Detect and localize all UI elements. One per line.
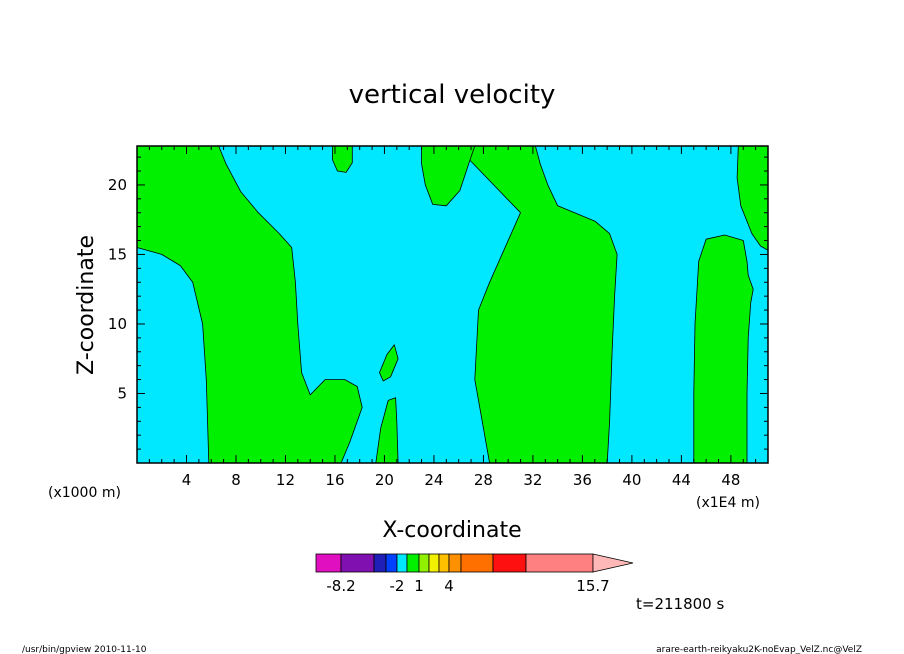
colorbar-tick-label: -8.2 xyxy=(326,577,355,595)
x-axis-label: X-coordinate xyxy=(382,518,521,543)
y-tick-label: 5 xyxy=(117,384,127,402)
y-tick-label: 15 xyxy=(108,245,127,263)
colorbar-bin xyxy=(428,553,440,573)
colorbar-bin xyxy=(373,553,387,573)
colorbar-bin xyxy=(438,553,450,573)
footer-right: arare-earth-reikyaku2K-noEvap_VelZ.nc@Ve… xyxy=(656,645,862,654)
colorbar-arrow xyxy=(592,553,634,573)
colorbar-ticks: -8.2 -2 1 4 15.7 xyxy=(326,577,609,595)
x-tick-label: 4 xyxy=(182,471,192,489)
colorbar-bin xyxy=(385,553,398,573)
y-tick-label: 10 xyxy=(108,315,127,333)
positive-region-4 xyxy=(379,344,399,382)
footer-left: /usr/bin/gpview 2010-11-10 xyxy=(22,645,147,654)
x-tick-label: 12 xyxy=(276,471,295,489)
colorbar-bin xyxy=(340,553,375,573)
x-tick-label: 44 xyxy=(672,471,691,489)
colorbar-bin xyxy=(448,553,462,573)
x-axis: 4 8 12 16 20 24 28 32 36 40 44 48 xyxy=(148,146,757,489)
positive-region-2 xyxy=(437,145,618,464)
plot-frame xyxy=(136,145,769,464)
x-unit-left: (x1000 m) xyxy=(48,485,121,501)
colorbar-bin xyxy=(406,553,420,573)
positive-region-1 xyxy=(136,145,363,464)
positive-regions xyxy=(136,145,769,464)
x-tick-label: 20 xyxy=(375,471,394,489)
x-unit-right: (x1E4 m) xyxy=(696,495,760,511)
x-tick-label: 32 xyxy=(523,471,542,489)
x-tick-label: 36 xyxy=(573,471,592,489)
colorbar-bin xyxy=(315,553,342,573)
positive-region-7 xyxy=(693,234,754,464)
time-label: t=211800 s xyxy=(636,595,724,613)
x-tick-label: 40 xyxy=(622,471,641,489)
y-tick-label: 20 xyxy=(108,176,127,194)
colorbar-bin xyxy=(460,553,494,573)
x-tick-label: 8 xyxy=(231,471,241,489)
colorbar-tick-label: 4 xyxy=(444,577,454,595)
colorbar-tick-label: 15.7 xyxy=(576,577,609,595)
colorbar-bin xyxy=(492,553,527,573)
positive-region-6 xyxy=(421,145,476,207)
y-axis-label: Z-coordinate xyxy=(74,235,99,375)
colorbar-bin xyxy=(418,553,430,573)
colorbar-tick-label: -2 xyxy=(390,577,405,595)
x-tick-label: 24 xyxy=(424,471,443,489)
x-tick-label: 16 xyxy=(325,471,344,489)
y-axis: 5 10 15 20 xyxy=(108,156,768,450)
x-tick-label: 48 xyxy=(721,471,740,489)
x-tick-label: 28 xyxy=(474,471,493,489)
colorbar-tick-label: 1 xyxy=(414,577,424,595)
colorbar xyxy=(315,553,634,573)
colorbar-bin xyxy=(396,553,408,573)
chart-title: vertical velocity xyxy=(349,80,556,110)
colorbar-bin xyxy=(525,553,594,573)
